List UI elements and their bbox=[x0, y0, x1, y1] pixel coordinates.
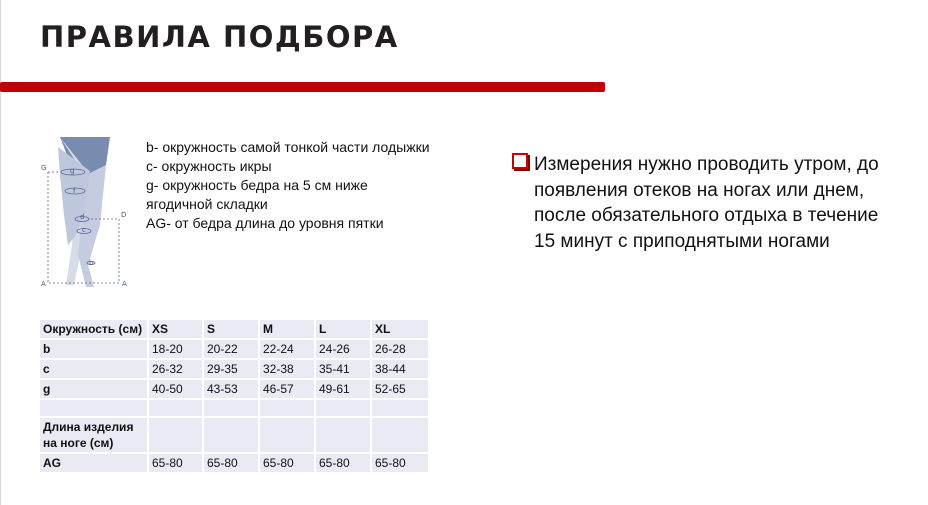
table-cell: 65-80 bbox=[314, 452, 372, 474]
table-cell: Длина изделия на ноге (см) bbox=[38, 416, 149, 454]
table-cell: g bbox=[38, 378, 149, 400]
measurement-legend: b- окружность самой тонкой части лодыжки… bbox=[146, 138, 436, 233]
table-cell: 26-28 bbox=[370, 338, 430, 360]
figure-label: D bbox=[121, 211, 126, 219]
size-table: Окружность (см) XS S M L XL b 18-20 20-2… bbox=[38, 318, 430, 474]
leg-measurement-figure: G g f d D c b A A bbox=[41, 137, 127, 288]
table-header-row: Окружность (см) XS S M L XL bbox=[38, 318, 430, 340]
table-cell bbox=[147, 398, 204, 418]
checkbox-bullet-icon bbox=[512, 153, 528, 169]
table-cell: 20-22 bbox=[202, 338, 260, 360]
table-cell: 65-80 bbox=[258, 452, 316, 474]
table-cell: 65-80 bbox=[147, 452, 204, 474]
page-title: ПРАВИЛА ПОДБОРА bbox=[40, 20, 399, 54]
table-cell bbox=[370, 416, 430, 454]
title-underline bbox=[0, 82, 605, 92]
legend-item: b- окружность самой тонкой части лодыжки bbox=[146, 139, 430, 155]
table-cell: 52-65 bbox=[370, 378, 430, 400]
table-cell: 35-41 bbox=[314, 358, 372, 380]
figure-label: c bbox=[82, 226, 86, 234]
figure-label: A bbox=[41, 280, 46, 288]
table-cell: 32-38 bbox=[258, 358, 316, 380]
figure-label: d bbox=[80, 213, 84, 221]
legend-item: g- окружность бедра на 5 см ниже ягодичн… bbox=[146, 177, 368, 212]
table-row: c 26-32 29-35 32-38 35-41 38-44 bbox=[38, 358, 430, 380]
figure-label: G bbox=[41, 164, 46, 172]
table-row: b 18-20 20-22 22-24 24-26 26-28 bbox=[38, 338, 430, 360]
figure-label: g bbox=[70, 167, 74, 175]
table-header-cell: XS bbox=[147, 318, 204, 340]
table-cell bbox=[314, 416, 372, 454]
table-cell: 40-50 bbox=[147, 378, 204, 400]
table-cell: 22-24 bbox=[258, 338, 316, 360]
table-cell bbox=[38, 398, 149, 418]
table-cell: AG bbox=[38, 452, 149, 474]
figure-label: A bbox=[122, 280, 127, 288]
measurement-note: Измерения нужно проводить утром, до появ… bbox=[512, 152, 902, 254]
table-cell: 46-57 bbox=[258, 378, 316, 400]
note-text: Измерения нужно проводить утром, до появ… bbox=[534, 154, 879, 252]
table-header-cell: M bbox=[258, 318, 316, 340]
table-cell bbox=[202, 398, 260, 418]
table-cell bbox=[258, 398, 316, 418]
figure-label: b bbox=[89, 259, 94, 267]
table-header-cell: L bbox=[314, 318, 372, 340]
table-cell: b bbox=[38, 338, 149, 360]
table-cell: 18-20 bbox=[147, 338, 204, 360]
legend-item: c- окружность икры bbox=[146, 158, 272, 174]
table-cell: 65-80 bbox=[370, 452, 430, 474]
table-row: AG 65-80 65-80 65-80 65-80 65-80 bbox=[38, 452, 430, 474]
table-cell bbox=[314, 398, 372, 418]
table-row bbox=[38, 398, 430, 418]
table-header-cell: S bbox=[202, 318, 260, 340]
slide-edge bbox=[0, 0, 1, 505]
table-cell: 43-53 bbox=[202, 378, 260, 400]
table-row: Длина изделия на ноге (см) bbox=[38, 416, 430, 454]
table-cell bbox=[258, 416, 316, 454]
table-cell: 29-35 bbox=[202, 358, 260, 380]
table-cell: 24-26 bbox=[314, 338, 372, 360]
table-header-cell: XL bbox=[370, 318, 430, 340]
table-cell: 26-32 bbox=[147, 358, 204, 380]
table-cell bbox=[202, 416, 260, 454]
table-cell bbox=[370, 398, 430, 418]
figure-label: f bbox=[73, 187, 76, 195]
table-row: g 40-50 43-53 46-57 49-61 52-65 bbox=[38, 378, 430, 400]
legend-item: AG- от бедра длина до уровня пятки bbox=[146, 215, 384, 231]
table-header-cell: Окружность (см) bbox=[38, 318, 149, 340]
table-cell: 49-61 bbox=[314, 378, 372, 400]
table-cell bbox=[147, 416, 204, 454]
table-cell: c bbox=[38, 358, 149, 380]
table-cell: 65-80 bbox=[202, 452, 260, 474]
table-cell: 38-44 bbox=[370, 358, 430, 380]
